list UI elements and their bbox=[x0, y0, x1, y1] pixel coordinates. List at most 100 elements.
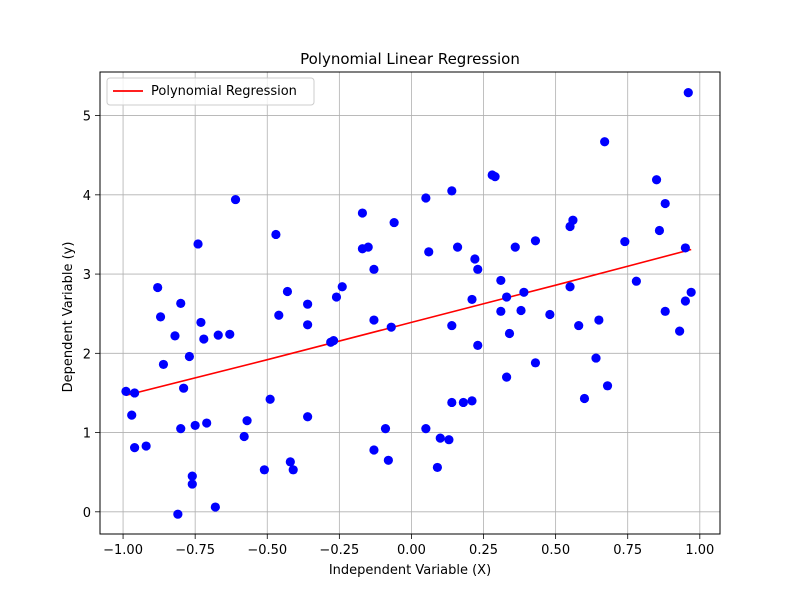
y-tick-label: 0 bbox=[83, 506, 91, 521]
x-tick-label: 0.75 bbox=[613, 543, 642, 558]
data-point bbox=[490, 172, 500, 182]
data-point bbox=[660, 306, 670, 316]
data-point bbox=[383, 455, 393, 465]
data-point bbox=[680, 243, 690, 253]
data-point bbox=[530, 236, 541, 246]
data-point bbox=[447, 320, 457, 331]
data-point bbox=[435, 433, 445, 443]
x-tick-label: 1.00 bbox=[685, 543, 714, 558]
data-point bbox=[380, 424, 391, 434]
x-axis-ticks: −1.00 −0.75 −0.50 −0.25 0.00 0.25 0.50 0.75 1.00 bbox=[103, 534, 714, 558]
data-point bbox=[675, 326, 685, 336]
data-point bbox=[303, 412, 313, 422]
grid bbox=[100, 72, 720, 534]
data-point bbox=[470, 254, 480, 264]
y-axis-title: Dependent Variable (y) bbox=[61, 242, 76, 393]
data-point bbox=[574, 320, 584, 331]
data-point bbox=[660, 198, 670, 209]
plot-frame bbox=[99, 71, 721, 535]
data-point bbox=[328, 336, 339, 346]
data-point bbox=[432, 462, 442, 473]
y-tick-label: 1 bbox=[83, 427, 91, 442]
data-point bbox=[184, 351, 194, 362]
y-axis-ticks: 0 1 2 3 4 5 bbox=[83, 110, 100, 521]
data-point bbox=[210, 502, 220, 512]
data-point bbox=[447, 397, 457, 408]
data-point bbox=[594, 315, 604, 325]
data-point bbox=[230, 194, 241, 205]
data-point bbox=[158, 359, 169, 370]
data-point bbox=[530, 358, 541, 368]
y-tick-label: 3 bbox=[83, 268, 91, 283]
data-point bbox=[496, 275, 506, 286]
data-point bbox=[173, 509, 183, 519]
data-point bbox=[288, 465, 298, 475]
data-point bbox=[568, 215, 578, 225]
data-point bbox=[303, 320, 313, 330]
data-point bbox=[337, 282, 347, 292]
x-axis-title: Independent Variable (X) bbox=[329, 563, 491, 578]
data-point bbox=[176, 298, 186, 308]
data-point bbox=[683, 88, 693, 98]
data-point bbox=[170, 331, 180, 341]
data-point bbox=[444, 435, 454, 445]
data-point bbox=[213, 330, 223, 340]
data-point bbox=[196, 317, 206, 328]
data-point bbox=[651, 175, 662, 185]
data-point bbox=[467, 294, 477, 305]
data-point bbox=[591, 353, 601, 363]
data-point bbox=[473, 340, 483, 350]
data-point bbox=[176, 424, 186, 434]
data-point bbox=[179, 383, 189, 393]
data-point bbox=[421, 424, 431, 434]
x-tick-label: 0.25 bbox=[469, 543, 498, 558]
legend: Polynomial Regression bbox=[106, 77, 315, 106]
data-point bbox=[155, 312, 166, 322]
data-point bbox=[447, 186, 457, 196]
data-point bbox=[190, 420, 200, 431]
data-point bbox=[389, 217, 399, 228]
data-point bbox=[369, 315, 379, 325]
data-point bbox=[121, 386, 131, 396]
y-tick-label: 5 bbox=[83, 110, 91, 125]
y-tick-label: 2 bbox=[83, 347, 91, 362]
data-point bbox=[686, 287, 696, 297]
data-point bbox=[631, 276, 641, 286]
x-tick-label: −0.50 bbox=[247, 543, 287, 558]
data-point bbox=[225, 329, 235, 339]
data-point bbox=[265, 394, 275, 404]
data-point bbox=[545, 309, 555, 320]
data-point bbox=[274, 310, 284, 320]
data-point bbox=[519, 287, 529, 297]
x-tick-label: 0.50 bbox=[541, 543, 570, 558]
data-point bbox=[282, 286, 293, 297]
data-point bbox=[386, 322, 396, 332]
data-point bbox=[467, 396, 477, 406]
data-point bbox=[600, 137, 610, 147]
x-tick-label: 0.00 bbox=[397, 543, 426, 558]
data-point bbox=[579, 393, 590, 404]
data-point bbox=[602, 381, 613, 391]
y-tick-label: 4 bbox=[83, 189, 91, 204]
data-point bbox=[357, 208, 368, 218]
data-point bbox=[141, 441, 151, 451]
data-point bbox=[130, 388, 140, 398]
data-point bbox=[285, 457, 295, 467]
data-point bbox=[187, 479, 197, 489]
regression-line-layer bbox=[125, 248, 692, 397]
legend-label: Polynomial Regression bbox=[151, 84, 297, 99]
chart-title: Polynomial Linear Regression bbox=[300, 50, 520, 68]
data-point bbox=[239, 431, 249, 442]
regression-line bbox=[125, 248, 692, 397]
data-point bbox=[504, 328, 515, 339]
data-point bbox=[510, 242, 520, 252]
legend-box bbox=[106, 77, 315, 106]
data-point bbox=[369, 445, 379, 455]
data-point bbox=[303, 299, 313, 309]
data-point bbox=[271, 229, 281, 240]
data-point bbox=[369, 264, 379, 274]
data-point bbox=[153, 282, 163, 293]
data-point bbox=[331, 292, 342, 302]
data-point bbox=[473, 264, 483, 274]
